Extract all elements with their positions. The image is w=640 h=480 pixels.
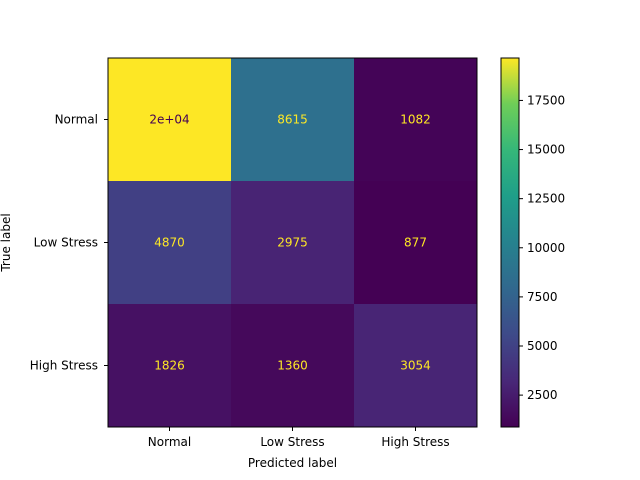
colorbar-tick-label: 2500 — [527, 388, 558, 402]
y-axis-label: True label — [0, 213, 13, 272]
cell-value-labels: 2e+04 8615 1082 4870 2975 877 1826 1360 3054 — [149, 113, 430, 373]
x-axis-label: Predicted label — [248, 456, 337, 470]
colorbar-tick-label: 5000 — [527, 339, 558, 353]
cell-value-label: 1826 — [154, 359, 185, 373]
colorbar-tick-label: 10000 — [527, 241, 565, 255]
cell-value-label: 4870 — [154, 236, 185, 250]
cell-value-label: 2e+04 — [149, 113, 189, 127]
y-tick-label: Low Stress — [34, 236, 98, 250]
colorbar-tick-label: 17500 — [527, 93, 565, 107]
cell-value-label: 3054 — [400, 359, 431, 373]
x-tick-label: Normal — [148, 435, 191, 449]
cell-value-label: 877 — [404, 236, 427, 250]
x-tick-label: High Stress — [381, 435, 449, 449]
y-axis-ticks: Normal Low Stress High Stress — [30, 113, 108, 373]
y-tick-label: High Stress — [30, 359, 98, 373]
cell-value-label: 1360 — [277, 359, 308, 373]
heatmap-cell — [231, 304, 354, 427]
heatmap-cell — [231, 58, 354, 181]
cell-value-label: 8615 — [277, 113, 308, 127]
heatmap-cells — [108, 58, 477, 427]
x-tick-label: Low Stress — [260, 435, 324, 449]
y-tick-label: Normal — [55, 113, 98, 127]
heatmap-cell — [354, 304, 477, 427]
heatmap-cell — [354, 181, 477, 304]
heatmap-cell — [108, 58, 231, 181]
colorbar — [500, 57, 520, 428]
colorbar-tick-label: 12500 — [527, 192, 565, 206]
colorbar-ticks: 2500 5000 7500 10000 12500 15000 17500 — [519, 93, 565, 402]
heatmap-cell — [108, 181, 231, 304]
heatmap-cell — [231, 181, 354, 304]
colorbar-tick-label: 7500 — [527, 290, 558, 304]
cell-value-label: 1082 — [400, 113, 431, 127]
heatmap-cell — [108, 304, 231, 427]
x-axis-ticks: Normal Low Stress High Stress — [148, 427, 450, 449]
colorbar-tick-label: 15000 — [527, 143, 565, 157]
heatmap-cell — [354, 58, 477, 181]
cell-value-label: 2975 — [277, 236, 308, 250]
